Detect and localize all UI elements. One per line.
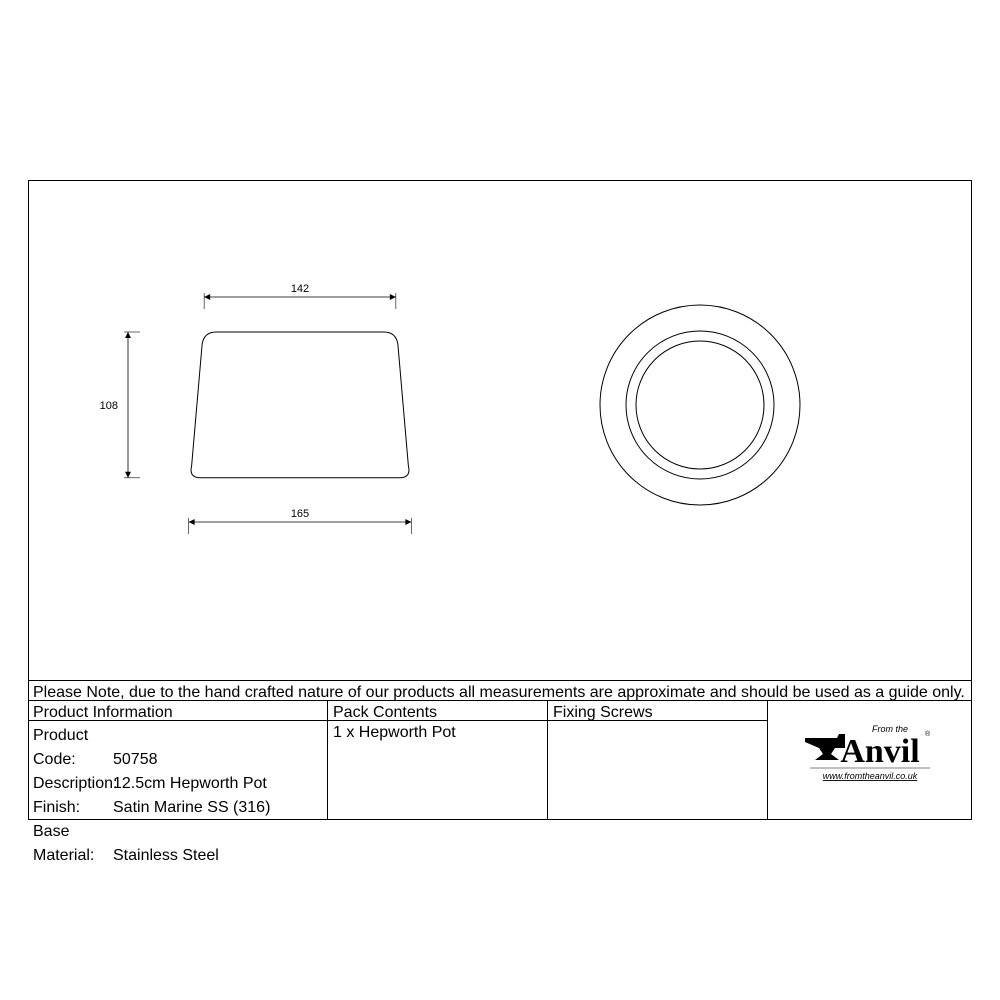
col-header-product-info: Product Information xyxy=(28,700,328,720)
fixing-screws-cell xyxy=(548,720,768,820)
col-header-fixing-screws: Fixing Screws xyxy=(548,700,768,720)
value: 12.5cm Hepworth Pot xyxy=(113,775,267,792)
value: Stainless Steel xyxy=(113,847,219,864)
label: Product Code: xyxy=(33,724,113,772)
logo-main: Anvil xyxy=(840,733,919,770)
anvil-icon xyxy=(805,734,845,760)
label: Finish: xyxy=(33,796,113,820)
anvil-logo: From the Anvil ® www.fromtheanvil.co.uk xyxy=(795,704,945,794)
col-header-pack-contents: Pack Contents xyxy=(328,700,548,720)
header-text: Product Information xyxy=(33,704,173,721)
top-view-circle-0 xyxy=(600,305,800,505)
front-view xyxy=(191,332,409,478)
dim-label: 142 xyxy=(291,283,309,295)
value: Satin Marine SS (316) xyxy=(113,799,270,816)
top-view-circle-1 xyxy=(626,331,774,479)
header-text: Pack Contents xyxy=(333,704,437,721)
dim-label: 108 xyxy=(100,400,118,412)
note-text: Please Note, due to the hand crafted nat… xyxy=(33,684,965,701)
dim-label: 165 xyxy=(291,508,309,520)
logo-url: www.fromtheanvil.co.uk xyxy=(823,771,918,781)
header-text: Fixing Screws xyxy=(553,704,653,721)
note-row: Please Note, due to the hand crafted nat… xyxy=(28,680,972,700)
label: Base Material: xyxy=(33,820,113,868)
label: Description: xyxy=(33,772,113,796)
logo-reg: ® xyxy=(925,730,931,738)
product-info-cell: Product Code:50758 Description:12.5cm He… xyxy=(28,720,328,820)
pack-contents-text: 1 x Hepworth Pot xyxy=(333,724,456,741)
top-view-circle-2 xyxy=(636,341,764,469)
pack-contents-cell: 1 x Hepworth Pot xyxy=(328,720,548,820)
logo-cell: From the Anvil ® www.fromtheanvil.co.uk xyxy=(768,700,972,820)
value: 50758 xyxy=(113,751,158,768)
